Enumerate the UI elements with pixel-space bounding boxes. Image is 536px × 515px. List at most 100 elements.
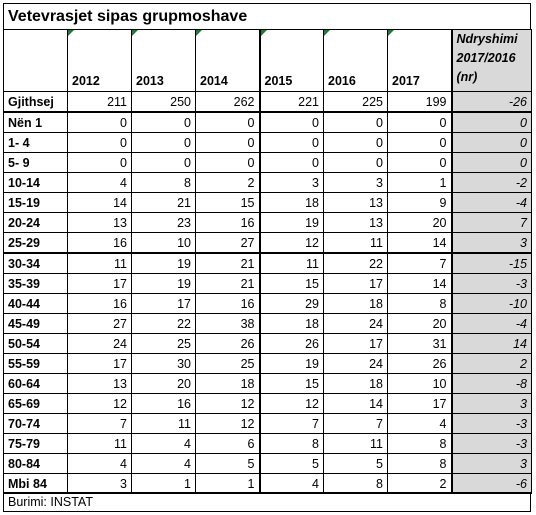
change-cell[interactable]: 2: [451, 353, 532, 374]
value-cell[interactable]: 24: [323, 353, 388, 374]
row-label-cell[interactable]: 5- 9: [3, 152, 68, 173]
value-cell[interactable]: 8: [387, 293, 453, 314]
value-cell[interactable]: 11: [259, 252, 324, 274]
value-cell[interactable]: 8: [323, 473, 388, 494]
change-cell[interactable]: -8: [451, 373, 532, 394]
value-cell[interactable]: 25: [195, 353, 261, 374]
value-cell[interactable]: 6: [195, 433, 261, 454]
change-cell[interactable]: -2: [451, 172, 532, 193]
row-label-cell[interactable]: 10-14: [3, 172, 68, 193]
value-cell[interactable]: 0: [131, 132, 196, 153]
row-label-cell[interactable]: 40-44: [3, 293, 68, 314]
change-cell[interactable]: -3: [451, 433, 532, 454]
change-cell[interactable]: -10: [451, 293, 532, 314]
value-cell[interactable]: 16: [67, 232, 132, 254]
row-label-cell[interactable]: Mbi 84: [3, 473, 68, 494]
value-cell[interactable]: 11: [323, 433, 388, 454]
value-cell[interactable]: 18: [195, 373, 261, 394]
value-cell[interactable]: 0: [67, 152, 132, 173]
value-cell[interactable]: 27: [67, 313, 132, 334]
value-cell[interactable]: 8: [259, 433, 324, 454]
value-cell[interactable]: 8: [131, 172, 196, 193]
change-cell[interactable]: 0: [451, 152, 532, 173]
value-cell[interactable]: 22: [131, 313, 196, 334]
value-cell[interactable]: 2: [195, 172, 261, 193]
value-cell[interactable]: 0: [387, 132, 453, 153]
value-cell[interactable]: 225: [323, 91, 388, 113]
value-cell[interactable]: 20: [131, 373, 196, 394]
value-cell[interactable]: 4: [67, 453, 132, 474]
value-cell[interactable]: 26: [259, 333, 324, 354]
row-label-cell[interactable]: 70-74: [3, 413, 68, 434]
change-cell[interactable]: 7: [451, 212, 532, 233]
value-cell[interactable]: 19: [259, 353, 324, 374]
value-cell[interactable]: 17: [387, 393, 453, 414]
value-cell[interactable]: 16: [195, 212, 261, 233]
value-cell[interactable]: 21: [195, 252, 261, 274]
header-year-2014[interactable]: 2014: [195, 29, 261, 92]
value-cell[interactable]: 17: [67, 273, 132, 294]
value-cell[interactable]: 20: [387, 212, 453, 233]
value-cell[interactable]: 18: [323, 293, 388, 314]
value-cell[interactable]: 27: [195, 232, 261, 254]
value-cell[interactable]: 26: [387, 353, 453, 374]
value-cell[interactable]: 29: [259, 293, 324, 314]
value-cell[interactable]: 24: [67, 333, 132, 354]
value-cell[interactable]: 3: [323, 172, 388, 193]
value-cell[interactable]: 17: [323, 333, 388, 354]
value-cell[interactable]: 4: [259, 473, 324, 494]
value-cell[interactable]: 4: [131, 453, 196, 474]
row-label-cell[interactable]: 25-29: [3, 232, 68, 254]
value-cell[interactable]: 31: [387, 333, 453, 354]
change-cell[interactable]: -3: [451, 273, 532, 294]
value-cell[interactable]: 0: [67, 132, 132, 153]
value-cell[interactable]: 12: [195, 413, 261, 434]
value-cell[interactable]: 3: [259, 172, 324, 193]
value-cell[interactable]: 4: [131, 433, 196, 454]
value-cell[interactable]: 10: [131, 232, 196, 254]
value-cell[interactable]: 0: [131, 111, 196, 133]
value-cell[interactable]: 0: [323, 152, 388, 173]
value-cell[interactable]: 23: [131, 212, 196, 233]
change-cell[interactable]: 14: [451, 333, 532, 354]
change-cell[interactable]: -3: [451, 413, 532, 434]
value-cell[interactable]: 14: [387, 232, 453, 254]
value-cell[interactable]: 0: [259, 111, 324, 133]
change-cell[interactable]: -4: [451, 192, 532, 213]
value-cell[interactable]: 13: [67, 373, 132, 394]
value-cell[interactable]: 11: [67, 433, 132, 454]
change-cell[interactable]: -6: [451, 473, 532, 494]
row-label-cell[interactable]: 60-64: [3, 373, 68, 394]
value-cell[interactable]: 17: [67, 353, 132, 374]
value-cell[interactable]: 25: [131, 333, 196, 354]
value-cell[interactable]: 15: [195, 192, 261, 213]
header-year-2012[interactable]: 2012: [67, 29, 132, 92]
value-cell[interactable]: 3: [67, 473, 132, 494]
value-cell[interactable]: 19: [259, 212, 324, 233]
value-cell[interactable]: 8: [387, 433, 453, 454]
value-cell[interactable]: 21: [131, 192, 196, 213]
value-cell[interactable]: 0: [195, 111, 261, 133]
value-cell[interactable]: 14: [323, 393, 388, 414]
value-cell[interactable]: 0: [259, 152, 324, 173]
header-change[interactable]: Ndryshimi 2017/2016 (nr): [451, 29, 532, 92]
value-cell[interactable]: 19: [131, 252, 196, 274]
value-cell[interactable]: 16: [195, 293, 261, 314]
value-cell[interactable]: 1: [131, 473, 196, 494]
value-cell[interactable]: 24: [323, 313, 388, 334]
value-cell[interactable]: 18: [323, 373, 388, 394]
row-label-cell[interactable]: 20-24: [3, 212, 68, 233]
row-label-cell[interactable]: 80-84: [3, 453, 68, 474]
row-label-cell[interactable]: 15-19: [3, 192, 68, 213]
row-label-cell[interactable]: 30-34: [3, 252, 68, 274]
value-cell[interactable]: 4: [387, 413, 453, 434]
value-cell[interactable]: 10: [387, 373, 453, 394]
value-cell[interactable]: 1: [195, 473, 261, 494]
header-year-2013[interactable]: 2013: [131, 29, 196, 92]
value-cell[interactable]: 9: [387, 192, 453, 213]
row-label-cell[interactable]: Gjithsej: [3, 91, 68, 113]
value-cell[interactable]: 0: [323, 111, 388, 133]
change-cell[interactable]: -26: [451, 91, 532, 113]
value-cell[interactable]: 18: [259, 192, 324, 213]
value-cell[interactable]: 22: [323, 252, 388, 274]
